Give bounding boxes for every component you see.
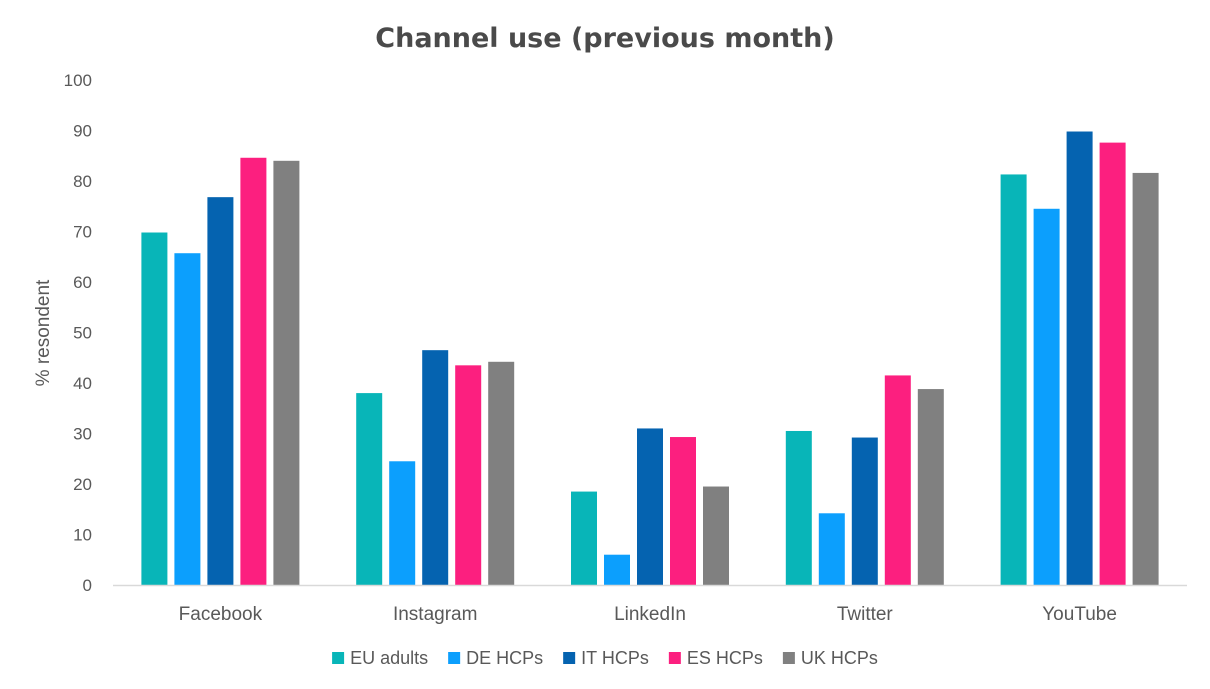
legend: EU adults DE HCPs IT HCPs ES HCPs UK HCPs [332,648,878,668]
bar-linkedin-eu-adults [571,491,597,585]
x-axis-categories: Facebook Instagram LinkedIn Twitter YouTube [179,604,1117,625]
legend-item: EU adults [332,648,428,668]
bar-youtube-es-hcps [1099,142,1126,585]
bars [141,131,1159,586]
bar-youtube-de-hcps [1033,208,1060,585]
bar-twitter-it-hcps [851,437,878,585]
bar-twitter-es-hcps [884,375,911,585]
bar-facebook-es-hcps [240,157,267,585]
legend-label: EU adults [350,648,428,668]
bar-facebook-it-hcps [207,197,234,585]
legend-item: UK HCPs [782,648,878,668]
bar-linkedin-de-hcps [604,554,630,585]
legend-item: ES HCPs [668,648,763,668]
chart-title: Channel use (previous month) [375,23,834,54]
bar-youtube-eu-adults [1000,174,1027,585]
y-tick-label: 0 [83,576,92,595]
legend-label: DE HCPs [466,648,543,668]
legend-swatch [448,652,461,664]
legend-item: IT HCPs [563,648,649,668]
x-category-label: Facebook [179,604,263,625]
x-category-label: LinkedIn [614,604,686,625]
x-category-label: Twitter [837,604,894,625]
bar-youtube-uk-hcps [1132,172,1159,586]
y-axis-ticks: 0 10 20 30 40 50 60 70 80 90 100 [64,71,92,595]
bar-linkedin-es-hcps [670,437,696,585]
bar-facebook-uk-hcps [273,160,300,586]
y-tick-label: 80 [73,172,92,191]
y-tick-label: 20 [73,475,92,494]
bar-instagram-eu-adults [356,393,383,585]
bar-twitter-uk-hcps [917,389,944,585]
y-tick-label: 70 [73,223,92,242]
legend-label: UK HCPs [801,648,878,668]
bar-twitter-eu-adults [785,430,812,585]
bar-facebook-eu-adults [141,232,168,585]
y-tick-label: 30 [73,425,92,444]
y-axis-label: % resondent [33,279,54,386]
bar-instagram-de-hcps [389,461,416,585]
bar-linkedin-uk-hcps [703,486,729,585]
y-tick-label: 50 [73,324,92,343]
legend-swatch [332,652,345,664]
y-tick-label: 60 [73,273,92,292]
bar-instagram-uk-hcps [488,361,515,585]
y-tick-label: 10 [73,526,92,545]
legend-swatch [563,652,576,664]
bar-linkedin-it-hcps [637,428,663,585]
bar-instagram-it-hcps [422,350,449,585]
bar-youtube-it-hcps [1066,131,1093,585]
bar-facebook-de-hcps [174,253,201,585]
y-tick-label: 40 [73,374,92,393]
y-tick-label: 100 [64,71,92,90]
bar-twitter-de-hcps [818,513,845,585]
x-category-label: YouTube [1042,604,1117,625]
y-tick-label: 90 [73,122,92,141]
legend-label: IT HCPs [581,648,649,668]
legend-swatch [782,652,795,664]
legend-item: DE HCPs [448,648,543,668]
x-category-label: Instagram [393,604,477,625]
legend-label: ES HCPs [687,648,763,668]
legend-swatch [668,652,681,664]
bar-instagram-es-hcps [455,365,482,585]
